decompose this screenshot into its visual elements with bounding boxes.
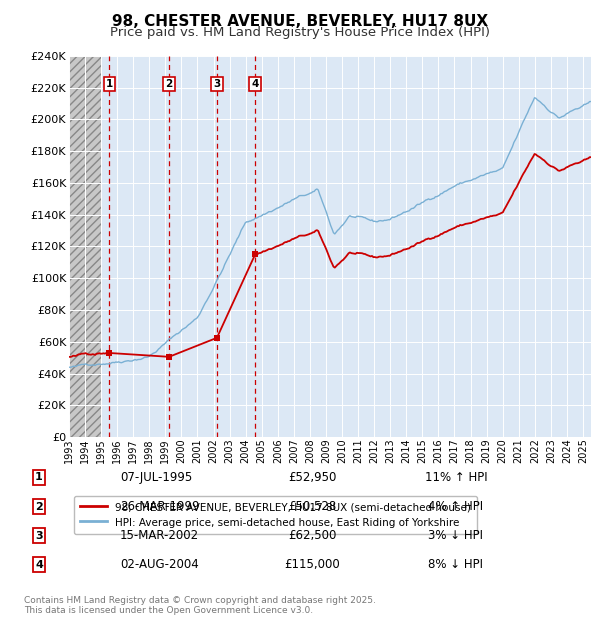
Bar bbox=[109, 56, 169, 437]
Text: 8% ↓ HPI: 8% ↓ HPI bbox=[428, 559, 484, 571]
Text: 98, CHESTER AVENUE, BEVERLEY, HU17 8UX: 98, CHESTER AVENUE, BEVERLEY, HU17 8UX bbox=[112, 14, 488, 29]
Text: £52,950: £52,950 bbox=[288, 471, 336, 484]
Text: 1: 1 bbox=[106, 79, 113, 89]
Text: 2: 2 bbox=[166, 79, 173, 89]
Text: 3: 3 bbox=[35, 531, 43, 541]
Legend: 98, CHESTER AVENUE, BEVERLEY, HU17 8UX (semi-detached house), HPI: Average price: 98, CHESTER AVENUE, BEVERLEY, HU17 8UX (… bbox=[74, 496, 477, 534]
Text: Contains HM Land Registry data © Crown copyright and database right 2025.
This d: Contains HM Land Registry data © Crown c… bbox=[24, 596, 376, 615]
Text: 4% ↑ HPI: 4% ↑ HPI bbox=[428, 500, 484, 513]
Text: £50,528: £50,528 bbox=[288, 500, 336, 513]
Text: 15-MAR-2002: 15-MAR-2002 bbox=[120, 529, 199, 542]
Text: 1: 1 bbox=[35, 472, 43, 482]
Text: 3% ↓ HPI: 3% ↓ HPI bbox=[428, 529, 484, 542]
Text: 3: 3 bbox=[214, 79, 221, 89]
Text: 4: 4 bbox=[251, 79, 259, 89]
Text: £62,500: £62,500 bbox=[288, 529, 336, 542]
Text: Price paid vs. HM Land Registry's House Price Index (HPI): Price paid vs. HM Land Registry's House … bbox=[110, 26, 490, 39]
Bar bbox=[217, 56, 255, 437]
Text: 11% ↑ HPI: 11% ↑ HPI bbox=[425, 471, 487, 484]
Text: 2: 2 bbox=[35, 502, 43, 512]
Text: 07-JUL-1995: 07-JUL-1995 bbox=[120, 471, 192, 484]
Text: 02-AUG-2004: 02-AUG-2004 bbox=[120, 559, 199, 571]
Text: £115,000: £115,000 bbox=[284, 559, 340, 571]
Text: 26-MAR-1999: 26-MAR-1999 bbox=[120, 500, 199, 513]
Bar bbox=[69, 56, 101, 437]
Text: 4: 4 bbox=[35, 560, 43, 570]
